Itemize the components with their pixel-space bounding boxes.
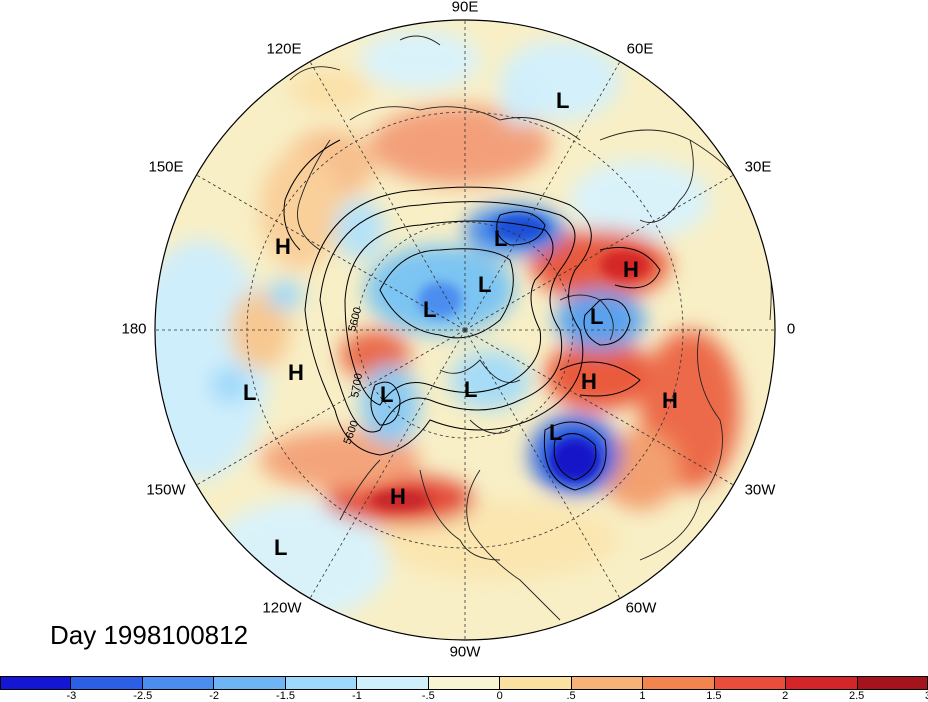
colorbar-swatch [786,676,858,690]
anomaly-field: 5600 5700 5600 L L L L L [155,20,775,640]
colorbar-tick-label: -2 [209,690,220,702]
lon-label-180: 180 [121,320,147,338]
colorbar [0,676,928,690]
colorbar-tick-label: -.5 [421,690,435,702]
colorbar-swatch [714,676,787,690]
low-marker: L [243,380,256,405]
colorbar-tick-label: .5 [566,690,576,702]
colorbar-swatch [142,676,215,690]
graticule [155,20,775,640]
colorbar-tick-label: 1.5 [706,690,722,702]
lon-label-150e: 150E [148,158,184,176]
high-marker: H [581,369,597,394]
lon-label-30e: 30E [744,158,772,176]
colorbar-tick-label: -1.5 [276,690,296,702]
colorbar-swatch [0,676,72,690]
contour-label: 5700 [349,372,365,398]
low-marker: L [423,297,436,322]
colorbar-swatch [857,676,928,690]
colorbar-swatch [571,676,644,690]
lon-label-60w: 60W [625,599,657,617]
high-marker: H [288,360,304,385]
low-marker: L [556,88,569,113]
low-marker: L [549,420,562,445]
lon-label-60e: 60E [626,40,654,58]
colorbar-outline [0,676,928,690]
colorbar-tick-label: 0 [496,690,503,702]
low-marker: L [274,535,287,560]
lon-label-90w: 90W [449,643,481,661]
lon-label-0: 0 [786,320,796,338]
lon-label-120w: 120W [262,599,302,617]
lon-label-30w: 30W [744,481,776,499]
lon-label-120e: 120E [266,40,302,58]
high-marker: H [662,388,678,413]
low-marker: L [590,304,603,329]
colorbar-swatch [71,676,143,690]
colorbar-tick-label: 2 [782,690,789,702]
low-marker: L [478,272,491,297]
map-border [154,19,776,641]
colorbar-swatch [357,676,429,690]
colorbar-swatch [428,676,501,690]
colorbar-tick-label: -3 [66,690,77,702]
high-marker: H [623,257,639,282]
colorbar-swatch [214,676,286,690]
low-marker: L [380,382,393,407]
low-marker: L [464,377,477,402]
colorbar-swatch [500,676,572,690]
height-contours [283,139,661,491]
colorbar-tick-label: -1 [352,690,362,702]
colorbar-tick-label: 3 [925,690,928,702]
day-title: Day 1998100812 [50,620,249,650]
colorbar-tick-label: 2.5 [848,690,865,702]
high-marker: H [275,234,291,259]
lon-label-90e: 90E [451,0,479,16]
colorbar-tick-label: 1 [639,690,646,702]
low-marker: L [494,226,507,251]
high-marker: H [390,484,406,509]
lon-label-150w: 150W [146,481,186,499]
colorbar-swatch [285,676,358,690]
colorbar-tick-label: -2.5 [133,690,153,702]
colorbar-swatch [643,676,715,690]
